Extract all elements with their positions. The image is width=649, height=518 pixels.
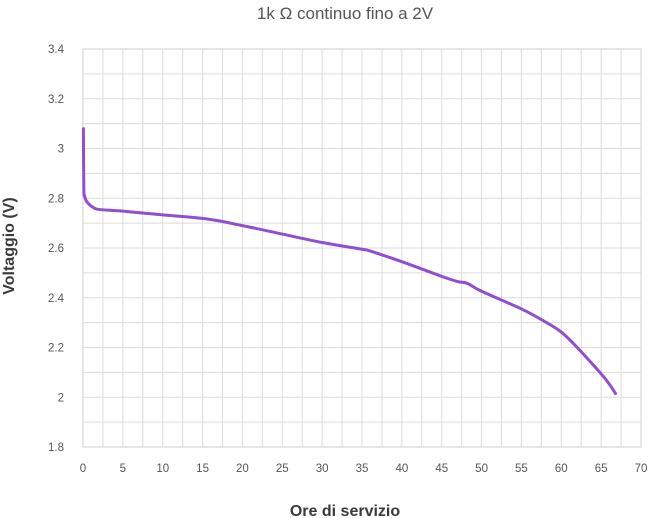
- x-tick-label: 45: [435, 463, 448, 475]
- x-tick-label: 5: [120, 463, 126, 475]
- x-tick-label: 35: [356, 463, 369, 475]
- x-axis-label: Ore di servizio: [290, 503, 400, 518]
- x-tick-label: 60: [555, 463, 568, 475]
- x-tick-label: 70: [635, 463, 648, 475]
- x-ticks: 0 5 10 15 20 25 30 35 40 45 50 55 60 65 70: [80, 463, 648, 475]
- y-tick-label: 2.8: [48, 193, 64, 205]
- x-tick-label: 40: [395, 463, 408, 475]
- series-layer: [81, 127, 617, 396]
- series-line: [81, 127, 617, 396]
- x-tick-label: 0: [80, 463, 86, 475]
- plot-frame: [82, 48, 642, 448]
- y-tick-label: 3.2: [48, 94, 64, 106]
- grid: [82, 48, 642, 448]
- y-tick-label: 2.6: [48, 243, 64, 255]
- chart-title: 1k Ω continuo fino a 2V: [257, 4, 434, 23]
- x-tick-label: 15: [196, 463, 209, 475]
- y-tick-label: 1.8: [48, 442, 64, 454]
- y-axis-label: Voltaggio (V): [1, 197, 18, 294]
- x-tick-label: 25: [276, 463, 289, 475]
- x-tick-label: 10: [156, 463, 169, 475]
- y-tick-label: 3.4: [48, 44, 65, 56]
- y-tick-label: 3: [58, 144, 64, 156]
- x-tick-label: 50: [475, 463, 488, 475]
- x-tick-label: 20: [236, 463, 249, 475]
- x-tick-label: 30: [316, 463, 329, 475]
- y-tick-label: 2: [58, 392, 64, 404]
- y-tick-label: 2.4: [48, 293, 65, 305]
- y-tick-label: 2.2: [48, 343, 64, 355]
- x-tick-label: 55: [515, 463, 528, 475]
- y-ticks: 1.8 2 2.2 2.4 2.6 2.8 3 3.2 3.4: [48, 44, 65, 454]
- x-tick-label: 65: [595, 463, 608, 475]
